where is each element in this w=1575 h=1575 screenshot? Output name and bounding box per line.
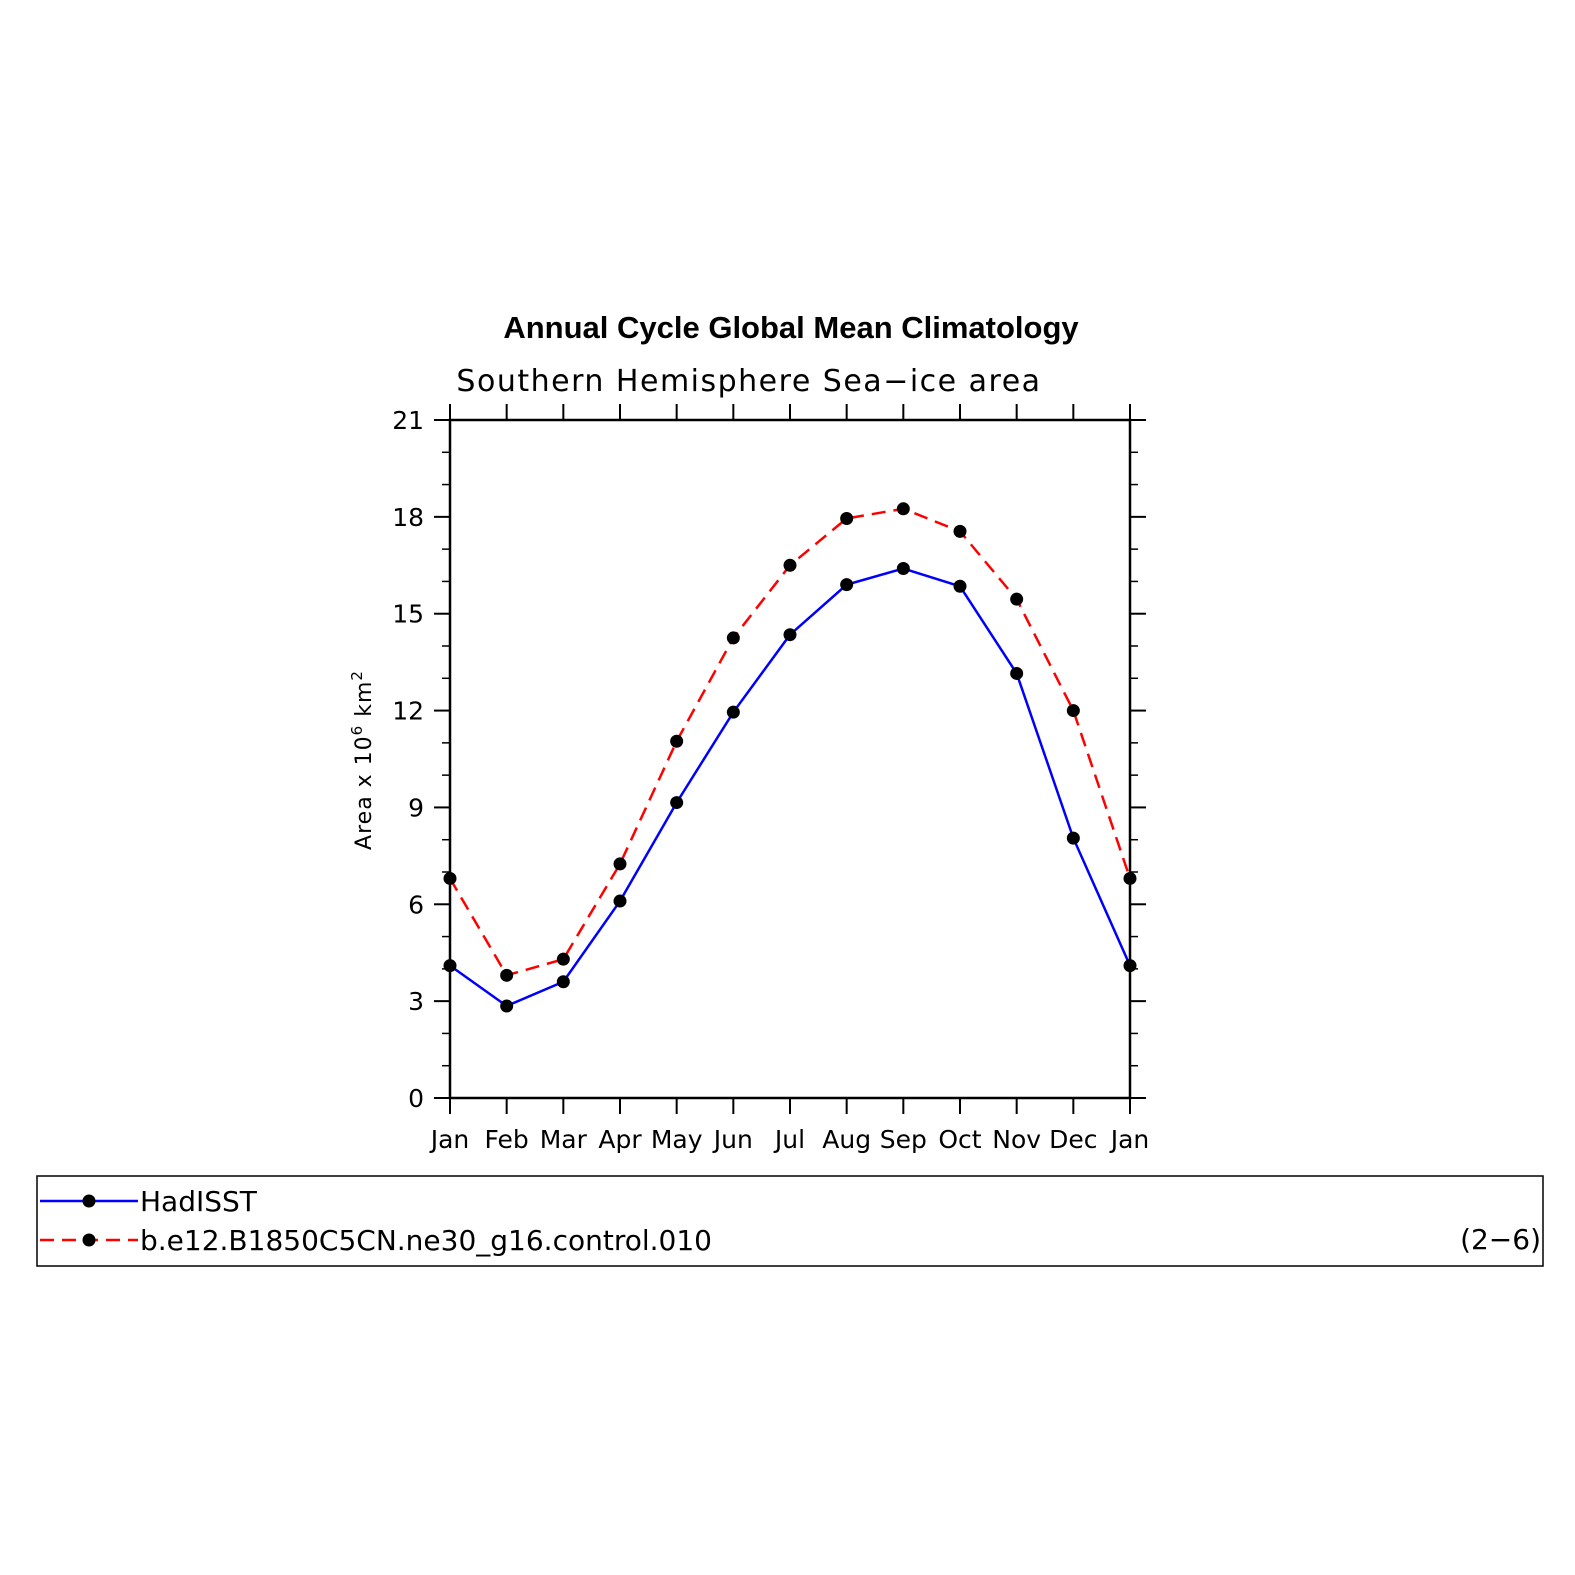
data-point [953,524,967,538]
x-tick-label: Mar [540,1125,588,1154]
legend-label: b.e12.B1850C5CN.ne30_g16.control.010 [140,1224,712,1257]
x-tick-label: Jun [712,1125,753,1154]
data-point [1066,704,1080,718]
axis-ticks [434,404,1146,1114]
legend-marker [82,1233,96,1247]
panel-label: (2−6) [1460,1223,1541,1256]
x-tick-label: Feb [485,1125,529,1154]
data-point [840,511,854,525]
x-tick-label: Dec [1049,1125,1097,1154]
data-point [1010,592,1024,606]
series-line [448,507,1132,977]
x-tick-label: Nov [992,1125,1041,1154]
data-point [953,579,967,593]
data-point [500,968,514,982]
data-point [556,952,570,966]
series-markers [443,502,1137,1013]
x-tick-label: Aug [822,1125,871,1154]
data-point [1123,959,1137,973]
x-tick-label: Sep [880,1125,927,1154]
y-axis-label-base: Area x 10 [352,735,377,850]
chart-subtitle: Southern Hemisphere Sea−ice area [456,364,1041,399]
data-point [783,628,797,642]
x-tick-label: May [651,1125,703,1154]
x-tick-label: Oct [938,1125,981,1154]
x-tick-labels: Jan Feb Mar Apr May Jun Jul Aug Sep Oct Nov Dec Jan [429,1125,1150,1154]
legend-label: HadISST [140,1185,258,1218]
data-point [556,975,570,989]
data-point [443,959,457,973]
data-point [1010,666,1024,680]
y-axis-label-unit: km [352,681,377,725]
plot-frame [448,418,1132,1100]
legend: HadISST b.e12.B1850C5CN.ne30_g16.control.… [40,1185,712,1257]
data-point [726,631,740,645]
data-point [840,578,854,592]
data-point [1066,831,1080,845]
data-point [613,894,627,908]
y-tick-label: 6 [408,890,424,919]
series-lines [448,507,1132,1008]
data-point [896,562,910,576]
y-axis-label-sup1: 6 [348,725,366,736]
y-tick-labels: 0 3 6 9 12 15 18 21 [392,406,424,1113]
y-tick-label: 0 [408,1084,424,1113]
data-point [613,857,627,871]
legend-box [36,1175,1544,1267]
y-tick-label: 15 [392,600,424,629]
data-point [896,502,910,516]
data-point [670,734,684,748]
y-axis-label: Area x 106 km2 [348,670,377,850]
x-tick-label: Jan [1109,1125,1150,1154]
x-tick-label: Apr [598,1125,642,1154]
legend-marker [82,1194,96,1208]
y-tick-label: 3 [408,987,424,1016]
data-point [670,796,684,810]
chart-title: Annual Cycle Global Mean Climatology [503,310,1079,345]
y-tick-label: 12 [392,697,424,726]
data-point [726,705,740,719]
y-axis-label-sup2: 2 [348,670,366,681]
x-tick-label: Jan [429,1125,470,1154]
data-point [1123,871,1137,885]
data-point [500,999,514,1013]
data-point [783,558,797,572]
x-tick-label: Jul [773,1125,805,1154]
y-tick-label: 21 [392,406,424,435]
data-point [443,871,457,885]
y-tick-label: 18 [392,503,424,532]
y-tick-label: 9 [408,793,424,822]
